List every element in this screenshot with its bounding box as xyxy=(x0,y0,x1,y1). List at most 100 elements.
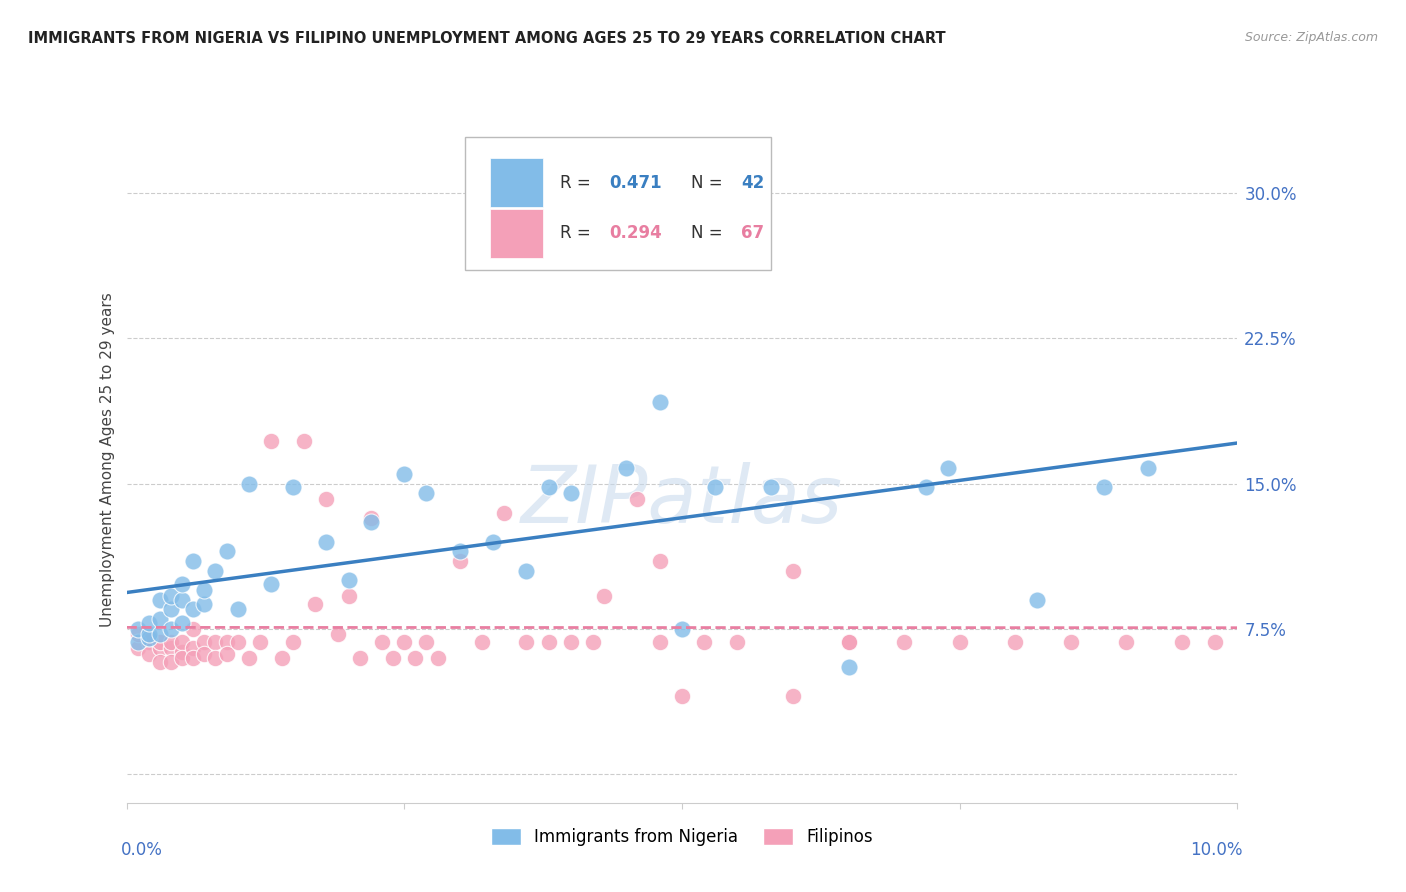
Point xyxy=(614,461,637,475)
Point xyxy=(138,615,160,630)
Point xyxy=(215,635,238,649)
Point xyxy=(149,592,172,607)
Point xyxy=(326,627,349,641)
Point xyxy=(204,650,226,665)
Point xyxy=(515,635,537,649)
Point xyxy=(394,467,416,481)
Point xyxy=(260,577,283,591)
Text: 67: 67 xyxy=(741,224,763,243)
Point xyxy=(426,650,449,665)
Point xyxy=(149,655,172,669)
Point xyxy=(138,632,160,646)
Point xyxy=(271,650,294,665)
Point xyxy=(671,622,693,636)
Text: ZIPatlas: ZIPatlas xyxy=(520,461,844,540)
Point xyxy=(1092,480,1115,494)
Text: Source: ZipAtlas.com: Source: ZipAtlas.com xyxy=(1244,31,1378,45)
Text: R =: R = xyxy=(560,174,596,192)
FancyBboxPatch shape xyxy=(489,158,543,208)
Point xyxy=(172,592,194,607)
Point xyxy=(160,602,183,616)
Point xyxy=(938,461,960,475)
Point xyxy=(449,554,471,568)
Point xyxy=(1060,635,1083,649)
Point xyxy=(193,597,215,611)
Y-axis label: Unemployment Among Ages 25 to 29 years: Unemployment Among Ages 25 to 29 years xyxy=(100,292,115,627)
Point xyxy=(193,647,215,661)
Text: 10.0%: 10.0% xyxy=(1191,840,1243,859)
Text: 42: 42 xyxy=(741,174,763,192)
Point xyxy=(537,635,560,649)
Point xyxy=(160,635,183,649)
Point xyxy=(204,564,226,578)
Point xyxy=(226,602,249,616)
Point xyxy=(160,622,183,636)
Point xyxy=(449,544,471,558)
Point xyxy=(238,476,260,491)
Point xyxy=(915,480,938,494)
Point xyxy=(226,635,249,649)
Point xyxy=(1137,461,1160,475)
Text: 0.294: 0.294 xyxy=(610,224,662,243)
Point xyxy=(337,589,360,603)
Point xyxy=(671,690,693,704)
Point xyxy=(371,635,394,649)
Point xyxy=(648,635,671,649)
Point xyxy=(149,612,172,626)
Point xyxy=(304,597,326,611)
Point xyxy=(160,640,183,655)
Point xyxy=(249,635,271,649)
Point xyxy=(181,554,204,568)
Point xyxy=(193,635,215,649)
Point xyxy=(782,564,804,578)
Point xyxy=(415,635,437,649)
Point xyxy=(149,627,172,641)
Point xyxy=(181,622,204,636)
FancyBboxPatch shape xyxy=(465,136,770,270)
Point xyxy=(215,544,238,558)
Text: IMMIGRANTS FROM NIGERIA VS FILIPINO UNEMPLOYMENT AMONG AGES 25 TO 29 YEARS CORRE: IMMIGRANTS FROM NIGERIA VS FILIPINO UNEM… xyxy=(28,31,946,46)
Point xyxy=(648,395,671,409)
Point xyxy=(838,660,860,674)
Point xyxy=(582,635,605,649)
Point xyxy=(127,622,149,636)
Point xyxy=(893,635,915,649)
Point xyxy=(281,480,304,494)
Point xyxy=(515,564,537,578)
Point xyxy=(704,480,727,494)
Point xyxy=(471,635,494,649)
Point xyxy=(138,647,160,661)
Point xyxy=(382,650,405,665)
Point xyxy=(626,491,648,506)
Point xyxy=(181,602,204,616)
FancyBboxPatch shape xyxy=(489,209,543,258)
Point xyxy=(560,635,582,649)
Point xyxy=(838,635,860,649)
Point xyxy=(394,635,416,649)
Legend: Immigrants from Nigeria, Filipinos: Immigrants from Nigeria, Filipinos xyxy=(484,822,880,853)
Point xyxy=(360,511,382,525)
Point xyxy=(727,635,749,649)
Point xyxy=(204,635,226,649)
Text: 0.0%: 0.0% xyxy=(121,840,163,859)
Point xyxy=(127,640,149,655)
Point xyxy=(160,655,183,669)
Point xyxy=(149,635,172,649)
Point xyxy=(292,434,315,448)
Point xyxy=(215,647,238,661)
Point xyxy=(560,486,582,500)
Point xyxy=(593,589,616,603)
Point xyxy=(315,534,337,549)
Point xyxy=(494,506,516,520)
Point xyxy=(160,589,183,603)
Point xyxy=(759,480,782,494)
Point xyxy=(1204,635,1226,649)
Point xyxy=(172,615,194,630)
Point xyxy=(127,635,149,649)
Point xyxy=(1115,635,1137,649)
Point xyxy=(138,627,160,641)
Point xyxy=(149,640,172,655)
Point xyxy=(172,635,194,649)
Point xyxy=(593,244,616,259)
Point xyxy=(127,627,149,641)
